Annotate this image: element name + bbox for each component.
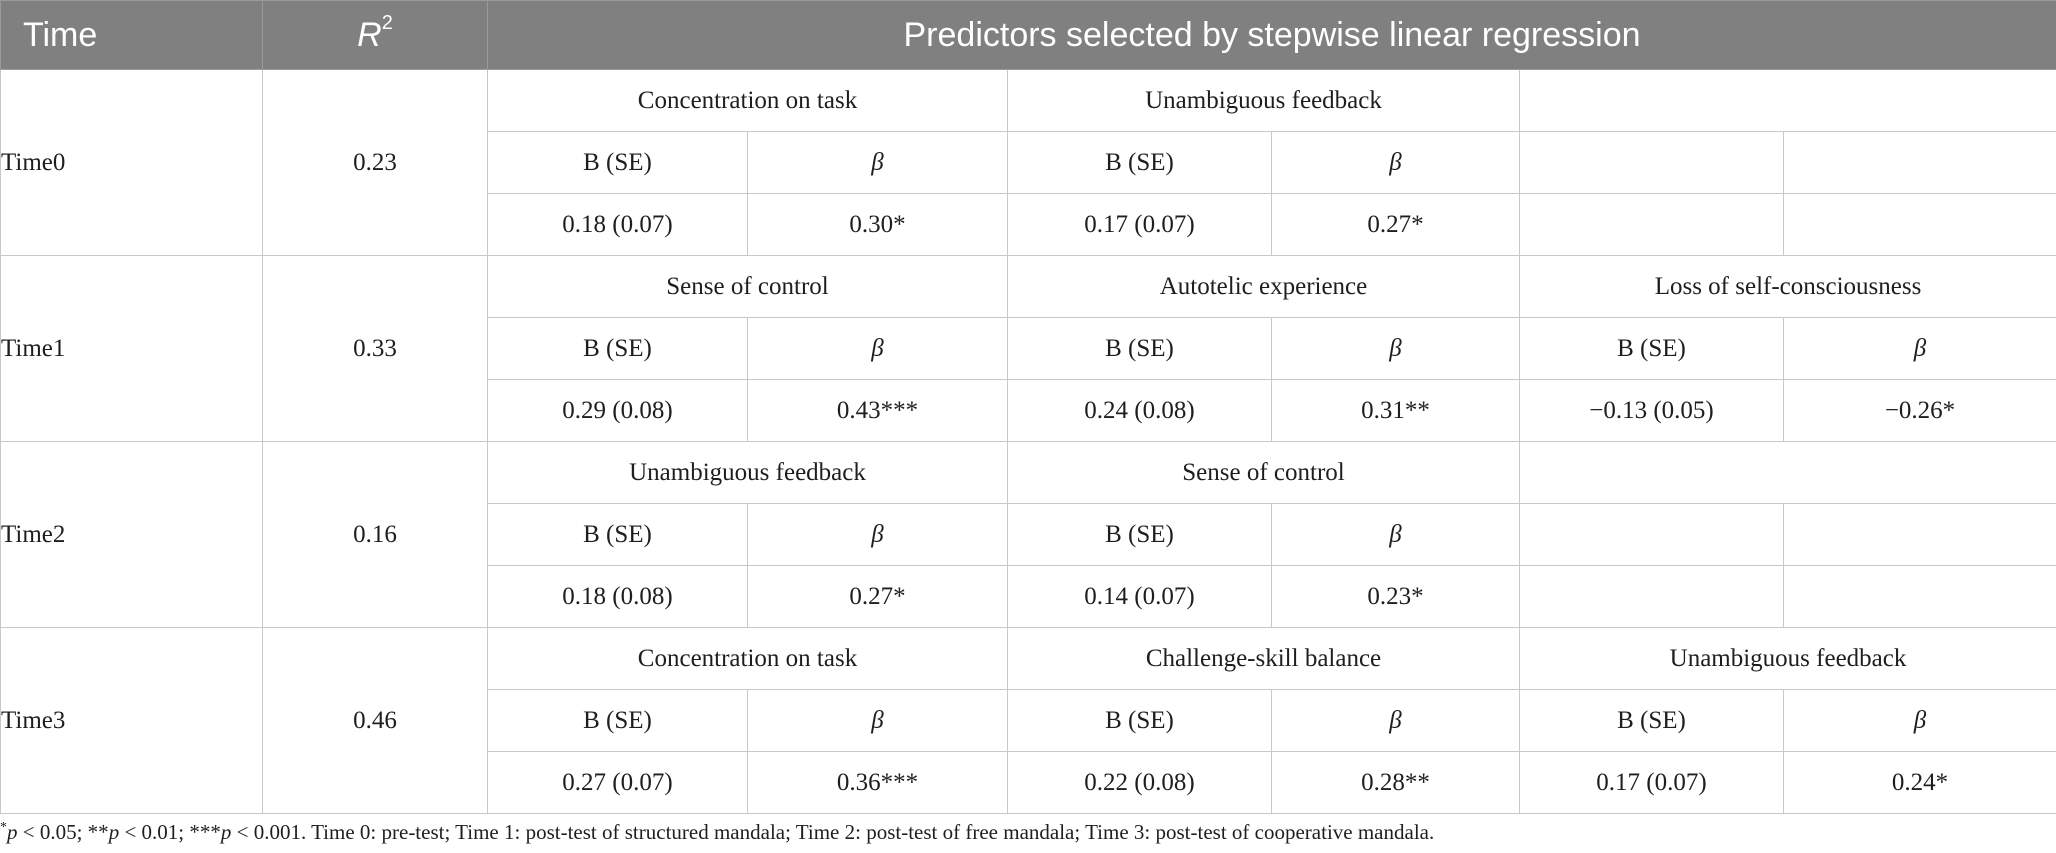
b-se-value: −0.13 (0.05) xyxy=(1519,379,1784,442)
empty-cell xyxy=(1519,131,1784,194)
empty-cell xyxy=(1782,131,2056,194)
beta-value: 0.27* xyxy=(747,565,1008,628)
b-se-label: B (SE) xyxy=(487,131,748,194)
beta-value: 0.24* xyxy=(1782,751,2056,814)
beta-value: 0.30* xyxy=(747,193,1008,256)
b-se-label: B (SE) xyxy=(1007,131,1272,194)
predictor-name: Unambiguous feedback xyxy=(1518,627,2056,690)
r2-cell: 0.23 xyxy=(262,69,488,256)
b-se-label: B (SE) xyxy=(1007,503,1272,566)
predictor-name: Sense of control xyxy=(487,255,1008,318)
table-row: Time0 0.23 Concentration on task Unambig… xyxy=(0,69,2056,256)
empty-cell xyxy=(1782,565,2056,628)
empty-cell xyxy=(1519,193,1784,256)
table-row: Time3 0.46 Concentration on task Challen… xyxy=(0,627,2056,814)
header-predictors: Predictors selected by stepwise linear r… xyxy=(486,0,2056,70)
empty-cell xyxy=(1518,441,2056,504)
table-row: 0.18 (0.07) 0.30* 0.17 (0.07) 0.27* xyxy=(1,193,2056,256)
regression-table: Time R2 Predictors selected by stepwise … xyxy=(0,0,2056,814)
table-row: B (SE) β B (SE) β xyxy=(1,503,2056,566)
b-se-label: B (SE) xyxy=(487,503,748,566)
header-r-squared: R2 xyxy=(262,0,488,70)
b-se-label: B (SE) xyxy=(487,317,748,380)
predictor-name: Unambiguous feedback xyxy=(1007,69,1520,132)
predictor-name: Concentration on task xyxy=(487,627,1008,690)
empty-cell xyxy=(1519,503,1784,566)
beta-label: β xyxy=(1271,131,1520,194)
beta-value: 0.31** xyxy=(1271,379,1520,442)
b-se-label: B (SE) xyxy=(1007,317,1272,380)
r2-cell: 0.33 xyxy=(262,255,488,442)
table-footnote: *p < 0.05; **p < 0.01; ***p < 0.001. Tim… xyxy=(0,820,1435,844)
table-row: 0.18 (0.08) 0.27* 0.14 (0.07) 0.23* xyxy=(1,565,2056,628)
b-se-value: 0.17 (0.07) xyxy=(1519,751,1784,814)
predictor-name: Challenge-skill balance xyxy=(1007,627,1520,690)
b-se-value: 0.17 (0.07) xyxy=(1007,193,1272,256)
time-cell: Time0 xyxy=(0,69,263,256)
beta-label: β xyxy=(747,689,1008,752)
empty-cell xyxy=(1782,503,2056,566)
b-se-label: B (SE) xyxy=(1007,689,1272,752)
b-se-label: B (SE) xyxy=(1519,689,1784,752)
beta-label: β xyxy=(747,317,1008,380)
beta-label: β xyxy=(747,503,1008,566)
empty-cell xyxy=(1782,193,2056,256)
beta-label: β xyxy=(1271,317,1520,380)
b-se-label: B (SE) xyxy=(1519,317,1784,380)
header-row: Time R2 Predictors selected by stepwise … xyxy=(0,0,2056,70)
beta-value: 0.23* xyxy=(1271,565,1520,628)
beta-label: β xyxy=(1782,317,2056,380)
b-se-value: 0.24 (0.08) xyxy=(1007,379,1272,442)
b-se-value: 0.18 (0.08) xyxy=(487,565,748,628)
r2-cell: 0.16 xyxy=(262,441,488,628)
predictor-name: Sense of control xyxy=(1007,441,1520,504)
beta-label: β xyxy=(1782,689,2056,752)
header-time: Time xyxy=(0,0,263,70)
b-se-value: 0.27 (0.07) xyxy=(487,751,748,814)
beta-label: β xyxy=(1271,689,1520,752)
b-se-label: B (SE) xyxy=(487,689,748,752)
empty-cell xyxy=(1518,69,2056,132)
beta-value: 0.36*** xyxy=(747,751,1008,814)
table-row: 0.27 (0.07) 0.36*** 0.22 (0.08) 0.28** 0… xyxy=(1,751,2056,814)
predictor-name: Loss of self-consciousness xyxy=(1518,255,2056,318)
r2-cell: 0.46 xyxy=(262,627,488,814)
time-cell: Time1 xyxy=(0,255,263,442)
predictor-name: Autotelic experience xyxy=(1007,255,1520,318)
beta-label: β xyxy=(1271,503,1520,566)
beta-value: 0.28** xyxy=(1271,751,1520,814)
predictor-name: Concentration on task xyxy=(487,69,1008,132)
b-se-value: 0.14 (0.07) xyxy=(1007,565,1272,628)
empty-cell xyxy=(1519,565,1784,628)
time-cell: Time2 xyxy=(0,441,263,628)
b-se-value: 0.18 (0.07) xyxy=(487,193,748,256)
table-row: Time2 0.16 Unambiguous feedback Sense of… xyxy=(0,441,2056,628)
table-row: B (SE) β B (SE) β xyxy=(1,131,2056,194)
beta-value: 0.27* xyxy=(1271,193,1520,256)
beta-value: 0.43*** xyxy=(747,379,1008,442)
b-se-value: 0.29 (0.08) xyxy=(487,379,748,442)
beta-value: −0.26* xyxy=(1782,379,2056,442)
table-row: B (SE) β B (SE) β B (SE) β xyxy=(1,689,2056,752)
time-cell: Time3 xyxy=(0,627,263,814)
predictor-name: Unambiguous feedback xyxy=(487,441,1008,504)
table-row: Time1 0.33 Sense of control Autotelic ex… xyxy=(0,255,2056,442)
table-row: 0.29 (0.08) 0.43*** 0.24 (0.08) 0.31** −… xyxy=(1,379,2056,442)
beta-label: β xyxy=(747,131,1008,194)
b-se-value: 0.22 (0.08) xyxy=(1007,751,1272,814)
